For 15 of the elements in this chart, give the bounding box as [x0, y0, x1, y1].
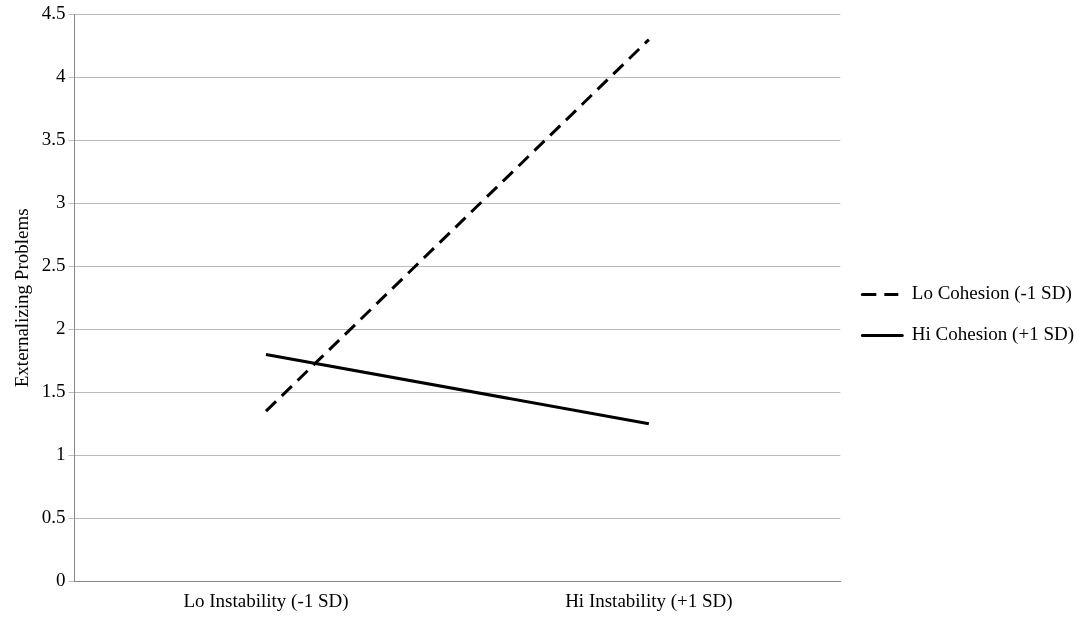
y-tick-label: 3: [56, 191, 66, 213]
y-tick-label: 2.5: [41, 254, 66, 276]
y-axis-title: Externalizing Problems: [11, 208, 33, 388]
legend-label: Hi Cohesion (+1 SD): [911, 323, 1074, 346]
y-tick-label: 0.5: [41, 506, 66, 528]
y-tick-label: 3.5: [41, 128, 66, 150]
x-tick-label: Hi Instability (+1 SD): [565, 589, 733, 612]
y-tick-label: 4.5: [41, 2, 66, 24]
legend-label: Lo Cohesion (-1 SD): [911, 282, 1072, 305]
y-tick-label: 0: [56, 569, 66, 591]
y-tick-label: 1: [56, 443, 66, 465]
y-tick-label: 1.5: [41, 380, 66, 402]
y-tick-label: 2: [56, 317, 66, 339]
y-tick-label: 4: [56, 65, 67, 87]
x-tick-label: Lo Instability (-1 SD): [183, 589, 349, 612]
